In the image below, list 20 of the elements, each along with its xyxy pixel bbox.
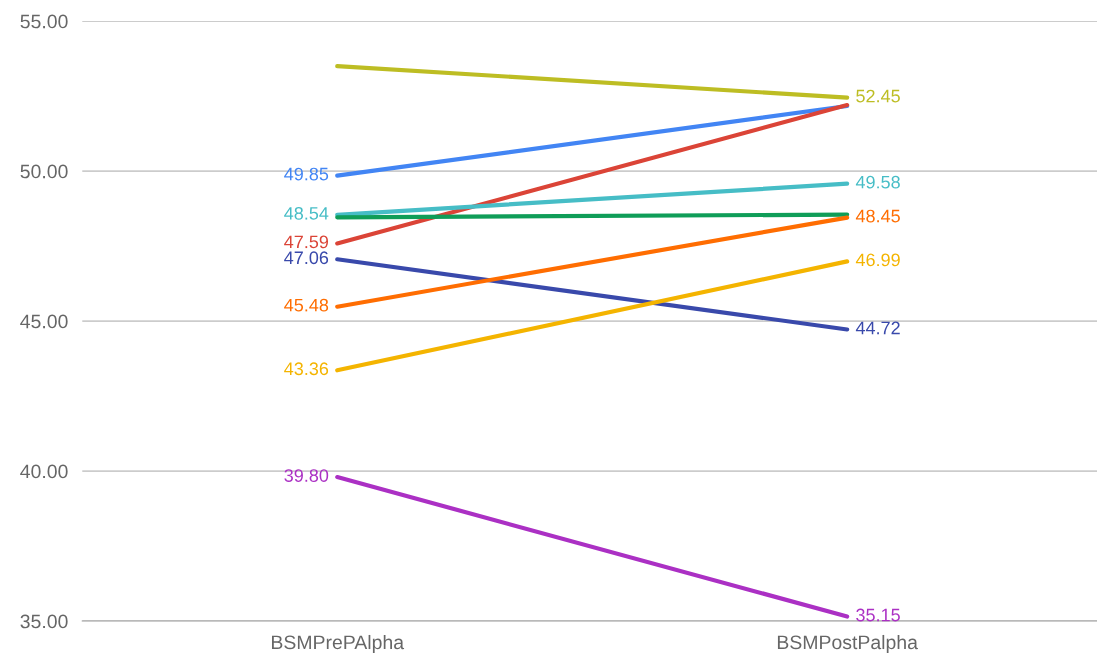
data-label: 49.58	[855, 175, 900, 189]
data-label: 48.54	[284, 206, 329, 220]
y-tick-label: 35.00	[20, 614, 68, 629]
y-tick-label: 55.00	[20, 14, 68, 29]
data-label: 35.15	[856, 608, 900, 622]
data-label: 52.45	[856, 89, 900, 103]
data-label: 44.72	[855, 321, 900, 335]
x-tick-label: BSMPostPalpha	[777, 634, 918, 654]
data-label: 45.48	[284, 298, 329, 312]
y-tick-label: 45.00	[20, 314, 68, 329]
data-label: 47.59	[284, 235, 329, 249]
data-label: 43.36	[284, 362, 329, 376]
x-tick-label: BSMPrePAlpha	[272, 634, 405, 654]
data-label: 47.06	[284, 251, 329, 265]
data-label: 39.80	[284, 469, 329, 482]
y-tick-label: 50.00	[20, 164, 68, 179]
data-label: 46.99	[855, 253, 900, 267]
y-tick-label: 40.00	[20, 464, 68, 479]
data-label: 49.85	[284, 167, 329, 181]
data-label: 48.45	[855, 209, 900, 223]
